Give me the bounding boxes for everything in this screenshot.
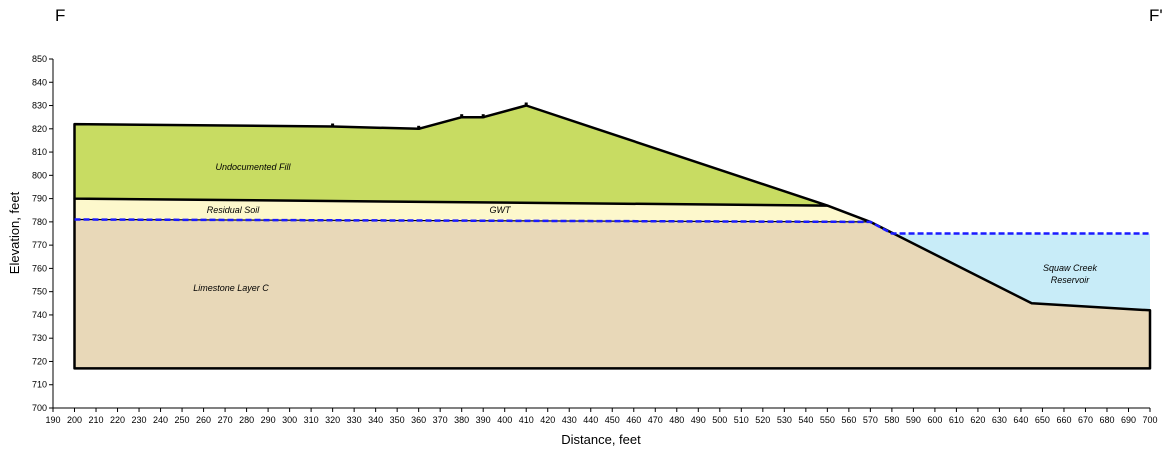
survey-marker xyxy=(481,114,485,119)
survey-marker xyxy=(331,123,335,128)
x-tick-label: 380 xyxy=(454,415,469,425)
x-tick-label: 320 xyxy=(325,415,340,425)
limestone-layer xyxy=(74,219,1150,369)
x-tick-label: 570 xyxy=(863,415,878,425)
x-tick-label: 390 xyxy=(476,415,491,425)
x-axis-title: Distance, feet xyxy=(561,432,641,447)
y-tick-label: 750 xyxy=(32,287,47,297)
x-tick-label: 400 xyxy=(497,415,512,425)
x-tick-label: 490 xyxy=(691,415,706,425)
x-tick-label: 480 xyxy=(669,415,684,425)
x-tick-label: 310 xyxy=(304,415,319,425)
undocumented-fill-label: Undocumented Fill xyxy=(215,162,291,172)
section-label-right: F' xyxy=(1149,6,1163,25)
y-tick-label: 830 xyxy=(32,101,47,111)
x-tick-label: 350 xyxy=(390,415,405,425)
y-tick-label: 720 xyxy=(32,356,47,366)
y-tick-label: 840 xyxy=(32,77,47,87)
x-tick-label: 430 xyxy=(562,415,577,425)
limestone-label: Limestone Layer C xyxy=(193,283,269,293)
y-tick-label: 820 xyxy=(32,124,47,134)
survey-marker xyxy=(417,125,421,130)
x-tick-label: 470 xyxy=(648,415,663,425)
x-tick-label: 640 xyxy=(1013,415,1028,425)
x-tick-label: 230 xyxy=(132,415,147,425)
x-tick-label: 580 xyxy=(884,415,899,425)
x-tick-label: 460 xyxy=(626,415,641,425)
x-tick-label: 590 xyxy=(906,415,921,425)
x-tick-label: 360 xyxy=(411,415,426,425)
x-tick-label: 660 xyxy=(1056,415,1071,425)
survey-marker xyxy=(524,102,528,107)
section-label-left: F xyxy=(55,6,66,25)
x-tick-label: 300 xyxy=(282,415,297,425)
x-tick-label: 440 xyxy=(583,415,598,425)
y-tick-label: 740 xyxy=(32,310,47,320)
x-tick-label: 550 xyxy=(820,415,835,425)
x-tick-label: 500 xyxy=(712,415,727,425)
x-tick-label: 700 xyxy=(1142,415,1157,425)
x-tick-label: 200 xyxy=(67,415,82,425)
y-tick-label: 800 xyxy=(32,170,47,180)
x-tick-label: 450 xyxy=(605,415,620,425)
x-tick-label: 420 xyxy=(540,415,555,425)
x-tick-label: 190 xyxy=(45,415,60,425)
x-tick-label: 520 xyxy=(755,415,770,425)
groundwater-table-line xyxy=(74,218,1150,235)
x-tick-label: 280 xyxy=(239,415,254,425)
survey-marker xyxy=(460,114,464,119)
y-tick-label: 760 xyxy=(32,263,47,273)
x-tick-label: 670 xyxy=(1078,415,1093,425)
x-tick-label: 560 xyxy=(841,415,856,425)
reservoir-label-line1: Squaw Creek xyxy=(1043,263,1098,273)
x-tick-label: 240 xyxy=(153,415,168,425)
y-tick-label: 790 xyxy=(32,194,47,204)
x-tick-label: 610 xyxy=(949,415,964,425)
x-tick-label: 410 xyxy=(519,415,534,425)
x-tick-label: 250 xyxy=(175,415,190,425)
y-tick-label: 710 xyxy=(32,380,47,390)
x-tick-label: 690 xyxy=(1121,415,1136,425)
x-tick-label: 330 xyxy=(347,415,362,425)
x-tick-label: 680 xyxy=(1099,415,1114,425)
x-tick-label: 340 xyxy=(368,415,383,425)
y-tick-label: 730 xyxy=(32,333,47,343)
gwt-label: GWT xyxy=(490,205,512,215)
y-axis-title: Elevation, feet xyxy=(7,191,22,274)
x-tick-label: 290 xyxy=(261,415,276,425)
x-tick-label: 220 xyxy=(110,415,125,425)
x-tick-label: 600 xyxy=(927,415,942,425)
x-tick-label: 530 xyxy=(777,415,792,425)
x-tick-label: 210 xyxy=(89,415,104,425)
y-tick-label: 780 xyxy=(32,217,47,227)
x-tick-label: 540 xyxy=(798,415,813,425)
x-tick-label: 370 xyxy=(433,415,448,425)
x-tick-label: 630 xyxy=(992,415,1007,425)
y-tick-label: 850 xyxy=(32,54,47,64)
residual-soil-label: Residual Soil xyxy=(207,205,261,215)
y-tick-label: 700 xyxy=(32,403,47,413)
reservoir-label-line2: Reservoir xyxy=(1051,275,1091,285)
x-tick-label: 260 xyxy=(196,415,211,425)
x-tick-label: 510 xyxy=(734,415,749,425)
x-tick-label: 270 xyxy=(218,415,233,425)
x-tick-label: 620 xyxy=(970,415,985,425)
x-tick-label: 650 xyxy=(1035,415,1050,425)
undocumented-fill-layer xyxy=(73,104,829,207)
reservoir-area xyxy=(891,233,1150,311)
y-tick-label: 810 xyxy=(32,147,47,157)
y-tick-label: 770 xyxy=(32,240,47,250)
